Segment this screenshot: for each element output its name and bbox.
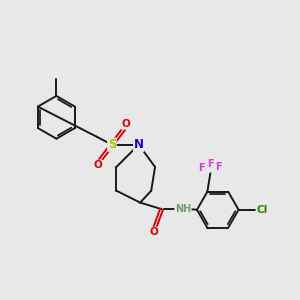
Text: S: S: [108, 138, 116, 151]
Text: O: O: [149, 227, 158, 237]
Text: N: N: [134, 138, 144, 151]
Text: F: F: [215, 162, 222, 172]
Text: N: N: [134, 138, 144, 151]
Text: F: F: [198, 163, 205, 173]
Text: O: O: [94, 160, 102, 170]
Text: NH: NH: [175, 204, 191, 214]
Text: O: O: [122, 119, 130, 129]
Text: F: F: [208, 159, 214, 169]
Text: Cl: Cl: [256, 205, 268, 215]
